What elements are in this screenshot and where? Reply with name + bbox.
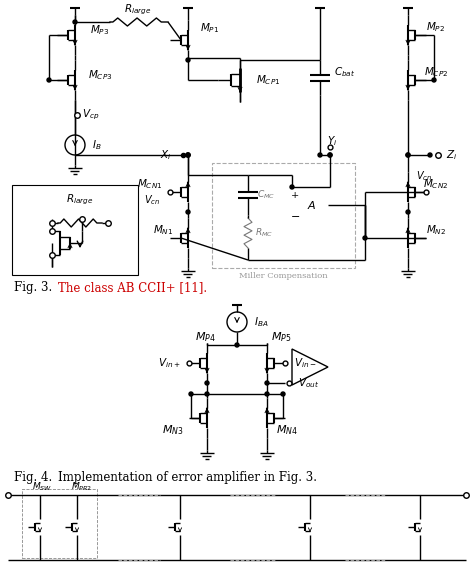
Text: $X_i$: $X_i$ (160, 148, 172, 162)
Text: $M_{PR2}$: $M_{PR2}$ (71, 480, 93, 493)
Text: $M_{N1}$: $M_{N1}$ (153, 223, 173, 237)
Text: $M_{P3}$: $M_{P3}$ (91, 23, 109, 37)
Circle shape (265, 392, 269, 396)
Circle shape (281, 392, 285, 396)
Circle shape (265, 381, 269, 385)
Text: $-$: $-$ (290, 210, 300, 220)
Circle shape (363, 236, 367, 240)
Circle shape (318, 153, 322, 157)
Text: $A$: $A$ (307, 199, 317, 211)
Text: $M_{CN2}$: $M_{CN2}$ (423, 177, 449, 191)
Text: $M_{P2}$: $M_{P2}$ (427, 20, 446, 34)
Text: $M_{P1}$: $M_{P1}$ (201, 21, 219, 35)
Circle shape (186, 153, 190, 157)
Circle shape (186, 58, 190, 62)
Text: $Y_i$: $Y_i$ (327, 134, 337, 148)
Text: $R_{MC}$: $R_{MC}$ (255, 227, 273, 239)
Text: +: + (291, 190, 299, 200)
Circle shape (47, 78, 51, 82)
Text: $V_{cn}$: $V_{cn}$ (416, 169, 432, 183)
Text: $V_{in+}$: $V_{in+}$ (158, 356, 180, 370)
Circle shape (205, 392, 209, 396)
Text: $V_{in-}$: $V_{in-}$ (294, 356, 316, 370)
Circle shape (432, 78, 436, 82)
Text: $M_{CP3}$: $M_{CP3}$ (88, 68, 112, 82)
Bar (12, 185, 138, 275)
Text: $I_B$: $I_B$ (92, 138, 102, 152)
Text: $Z_i$: $Z_i$ (447, 148, 458, 162)
Circle shape (406, 153, 410, 157)
Circle shape (186, 153, 190, 157)
Bar (212, 163, 355, 268)
Circle shape (328, 153, 332, 157)
Circle shape (189, 392, 193, 396)
Circle shape (328, 153, 332, 157)
Text: Implementation of error amplifier in Fig. 3.: Implementation of error amplifier in Fig… (58, 471, 317, 483)
Text: $M_{CN1}$: $M_{CN1}$ (137, 177, 163, 191)
Circle shape (186, 153, 190, 157)
Text: $C_{bat}$: $C_{bat}$ (334, 65, 356, 79)
Text: $R_{large}$: $R_{large}$ (66, 193, 94, 207)
Text: $M_{N4}$: $M_{N4}$ (276, 423, 298, 437)
Text: $M_{CP1}$: $M_{CP1}$ (256, 73, 280, 87)
Text: $M_{SW}$: $M_{SW}$ (32, 480, 52, 493)
Text: $V_{cn}$: $V_{cn}$ (144, 193, 160, 207)
Circle shape (186, 210, 190, 214)
Text: $M_{P4}$: $M_{P4}$ (195, 330, 215, 344)
Text: $V_{out}$: $V_{out}$ (299, 376, 319, 390)
Text: The class AB CCII+ [11].: The class AB CCII+ [11]. (58, 281, 207, 295)
Text: Miller Compensation: Miller Compensation (239, 272, 328, 280)
Circle shape (73, 20, 77, 24)
Text: $C_{MC}$: $C_{MC}$ (257, 189, 275, 201)
Text: $V_{cp}$: $V_{cp}$ (82, 108, 100, 122)
Circle shape (235, 343, 239, 347)
Circle shape (290, 185, 294, 189)
Text: $M_{N2}$: $M_{N2}$ (426, 223, 446, 237)
Text: $M_{N3}$: $M_{N3}$ (162, 423, 184, 437)
Circle shape (205, 381, 209, 385)
Bar (22, 489, 97, 558)
Circle shape (406, 210, 410, 214)
Text: $M_{CP2}$: $M_{CP2}$ (424, 65, 448, 79)
Circle shape (406, 153, 410, 157)
Circle shape (428, 153, 432, 157)
Text: $R_{large}$: $R_{large}$ (124, 3, 152, 17)
Text: $M_{P5}$: $M_{P5}$ (271, 330, 291, 344)
Text: Fig. 4.: Fig. 4. (14, 471, 52, 483)
Text: $I_{BA}$: $I_{BA}$ (254, 315, 268, 329)
Text: Fig. 3.: Fig. 3. (14, 281, 52, 295)
